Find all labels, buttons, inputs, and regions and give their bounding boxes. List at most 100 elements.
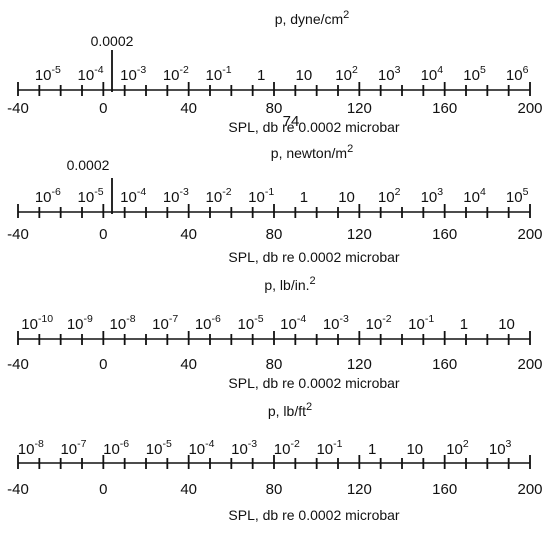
- pressure-tick-label: 10-3: [323, 313, 349, 333]
- pressure-tick-label: 10-1: [248, 186, 274, 206]
- db-tick-label: 40: [180, 481, 197, 498]
- pressure-tick-label: 1: [368, 441, 376, 458]
- db-tick-label: 160: [432, 356, 457, 373]
- db-labels: -40 0 40 80 120 160 200: [7, 100, 542, 117]
- db-tick-label: 120: [347, 481, 372, 498]
- db-tick-label: 200: [517, 481, 542, 498]
- db-tick-label: 40: [180, 226, 197, 243]
- pressure-tick-label: 10: [498, 316, 515, 333]
- db-labels: -40 0 40 80 120 160 200: [7, 481, 542, 498]
- pressure-tick-label: 10-5: [238, 313, 264, 333]
- pressure-tick-label: 102: [378, 186, 401, 206]
- pressure-tick-label: 103: [489, 438, 512, 458]
- pressure-tick-label: 102: [335, 64, 358, 84]
- pressure-tick-label: 10-2: [274, 438, 300, 458]
- pressure-labels: 10-8 10-7 10-6 10-5 10-4 10-3 10-2 10-1 1 10 102 10…: [18, 438, 512, 458]
- db-tick-label: -40: [7, 226, 29, 243]
- pressure-labels: 10-5 10-4 10-3 10-2 10-1 1 10 102 103 104 105 106: [35, 64, 529, 84]
- db-tick-label: 160: [432, 226, 457, 243]
- scale-title: p, lb/in.2: [264, 275, 315, 293]
- db-tick-label: 80: [266, 356, 283, 373]
- pressure-tick-label: 10-8: [110, 313, 136, 333]
- pressure-tick-label: 10: [338, 189, 355, 206]
- scale-ticks: [17, 455, 531, 469]
- db-tick-label: -40: [7, 481, 29, 498]
- scale-subtitle: SPL, db re 0.0002 microbar: [228, 119, 400, 135]
- db-labels: -40 0 40 80 120 160 200: [7, 356, 542, 373]
- pressure-tick-label: 10-8: [18, 438, 44, 458]
- scale-ticks: [17, 331, 531, 345]
- db-tick-label: 120: [347, 356, 372, 373]
- pressure-tick-label: 10-2: [206, 186, 232, 206]
- pressure-tick-label: 1: [460, 316, 468, 333]
- pressure-tick-label: 10-5: [146, 438, 172, 458]
- pressure-tick-label: 10-4: [78, 64, 104, 84]
- pressure-labels: 10-6 10-5 10-4 10-3 10-2 10-1 1 10 102 103 104 105: [35, 186, 529, 206]
- pressure-tick-label: 10-6: [103, 438, 129, 458]
- pressure-tick-label: 10: [296, 67, 313, 84]
- db-tick-label: 0: [99, 481, 107, 498]
- pressure-tick-label: 10-6: [195, 313, 221, 333]
- db-tick-label: 0: [99, 100, 107, 117]
- scale-title: p, dyne/cm2: [275, 9, 350, 27]
- db-tick-label: 200: [517, 100, 542, 117]
- pressure-tick-label: 1: [257, 67, 265, 84]
- pressure-tick-label: 10-6: [35, 186, 61, 206]
- db-tick-label: 120: [347, 100, 372, 117]
- reference-annotation: 0.0002: [91, 33, 134, 49]
- scale-title: p, newton/m2: [271, 143, 353, 161]
- db-tick-label: 40: [180, 100, 197, 117]
- db-tick-label: -40: [7, 356, 29, 373]
- db-tick-label: 0: [99, 356, 107, 373]
- db-tick-label: 160: [432, 481, 457, 498]
- pressure-tick-label: 104: [421, 64, 444, 84]
- db-tick-label: 200: [517, 356, 542, 373]
- db-tick-label: 80: [266, 100, 283, 117]
- pressure-tick-label: 103: [421, 186, 444, 206]
- scale-lbin: p, lb/in.2 10-10 10-9 10-8 10-7 10-6 10-5 10-4…: [7, 275, 542, 391]
- pressure-tick-label: 10-5: [78, 186, 104, 206]
- scale-ticks: [17, 82, 531, 96]
- pressure-tick-label: 103: [378, 64, 401, 84]
- extra-db-label: 74: [283, 113, 300, 130]
- scale-lbft: p, lb/ft2 10-8 10-7 10-6 10-5 10-4 10-3 10-2 10…: [7, 401, 542, 523]
- pressure-tick-label: 10-4: [280, 313, 306, 333]
- db-tick-label: 160: [432, 100, 457, 117]
- db-labels: -40 0 40 80 120 160 200: [7, 226, 542, 243]
- pressure-labels: 10-10 10-9 10-8 10-7 10-6 10-5 10-4 10-3 10-2 10-…: [21, 313, 515, 333]
- db-tick-label: 80: [266, 226, 283, 243]
- scale-subtitle: SPL, db re 0.0002 microbar: [228, 507, 400, 523]
- pressure-tick-label: 10-10: [21, 313, 53, 333]
- pressure-tick-label: 102: [446, 438, 469, 458]
- db-tick-label: -40: [7, 100, 29, 117]
- scale-subtitle: SPL, db re 0.0002 microbar: [228, 375, 400, 391]
- reference-annotation: 0.0002: [67, 157, 110, 173]
- pressure-tick-label: 1: [300, 189, 308, 206]
- pressure-tick-label: 10-1: [408, 313, 434, 333]
- scale-dyne: p, dyne/cm2 0.0002 10-5 10-4 10-3 10-2 10-1 1…: [7, 9, 542, 135]
- pressure-tick-label: 105: [506, 186, 529, 206]
- pressure-tick-label: 105: [463, 64, 486, 84]
- db-tick-label: 40: [180, 356, 197, 373]
- scale-ticks: [17, 204, 531, 218]
- pressure-tick-label: 10-1: [316, 438, 342, 458]
- db-tick-label: 200: [517, 226, 542, 243]
- db-tick-label: 80: [266, 481, 283, 498]
- pressure-tick-label: 10-7: [152, 313, 178, 333]
- db-tick-label: 0: [99, 226, 107, 243]
- scale-subtitle: SPL, db re 0.0002 microbar: [228, 249, 400, 265]
- pressure-tick-label: 10-2: [163, 64, 189, 84]
- pressure-tick-label: 10-9: [67, 313, 93, 333]
- db-tick-label: 120: [347, 226, 372, 243]
- pressure-tick-label: 104: [463, 186, 486, 206]
- pressure-tick-label: 106: [506, 64, 529, 84]
- pressure-tick-label: 10-5: [35, 64, 61, 84]
- pressure-tick-label: 10-7: [60, 438, 86, 458]
- pressure-tick-label: 10-4: [120, 186, 146, 206]
- pressure-tick-label: 10-4: [188, 438, 214, 458]
- pressure-tick-label: 10-3: [163, 186, 189, 206]
- pressure-tick-label: 10: [406, 441, 423, 458]
- scale-newton: p, newton/m2 0.0002 10-6 10-5 10-4 10-3 10-2…: [7, 143, 542, 265]
